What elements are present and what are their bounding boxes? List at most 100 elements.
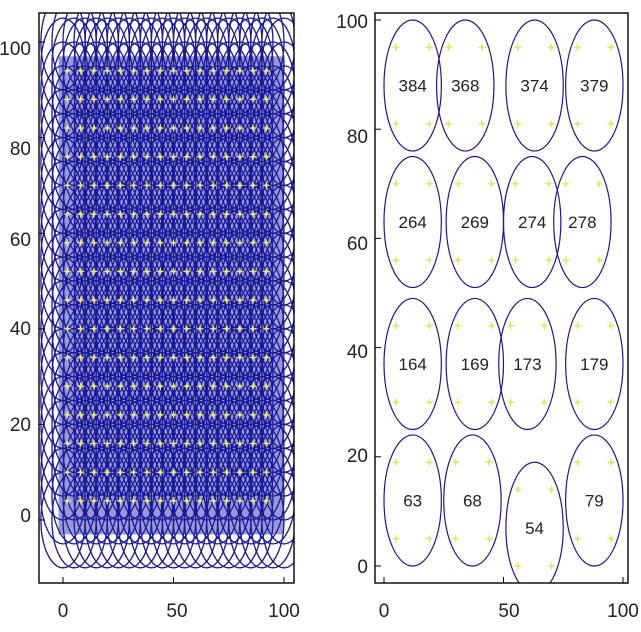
data-point-marker (222, 94, 231, 104)
data-point-marker (102, 496, 112, 506)
data-point-marker (235, 410, 245, 420)
data-point-marker (129, 123, 139, 133)
left-ytick-labels: 0 20 40 60 80 100 (0, 39, 31, 527)
data-point-marker (594, 178, 605, 189)
data-point-marker (606, 533, 616, 544)
data-circle (261, 41, 294, 139)
left-ytick-label: 20 (10, 415, 31, 436)
data-point-marker (208, 180, 218, 190)
data-point-marker (89, 410, 99, 420)
data-point-marker (116, 295, 125, 305)
data-point-marker (235, 324, 245, 334)
data-point-marker (116, 152, 125, 162)
data-point-marker (89, 266, 99, 276)
data-point-marker (261, 180, 271, 190)
left-axes-frame (38, 12, 295, 584)
right-plot-area: 384 368 374 379 264 269 274 278 164 169 173 179 63 68… (383, 19, 624, 583)
data-point-marker (208, 238, 218, 248)
data-point-marker (195, 266, 205, 276)
data-point-marker (116, 410, 125, 420)
data-point-marker (142, 238, 152, 248)
data-circle (261, 13, 294, 91)
data-point-marker (390, 118, 401, 129)
data-point-marker (248, 66, 258, 76)
data-point-marker (453, 320, 464, 331)
data-point-marker (155, 295, 165, 305)
data-point-marker (222, 238, 231, 248)
data-point-marker (512, 484, 523, 495)
data-point-marker (102, 439, 112, 448)
data-point-marker (116, 238, 125, 248)
data-point-marker (116, 123, 125, 133)
data-point-marker (560, 255, 571, 266)
data-point-marker (235, 66, 245, 76)
data-point-marker (505, 397, 516, 408)
cluster-label: 278 (568, 213, 596, 232)
data-point-marker (155, 66, 165, 76)
data-point-marker (62, 381, 72, 391)
cluster-circle (383, 297, 442, 431)
data-point-marker (222, 439, 231, 448)
right-ytick-label: 0 (357, 557, 368, 578)
data-point-marker (89, 353, 99, 362)
data-point-marker (76, 152, 86, 162)
data-point-marker (62, 467, 72, 477)
data-point-marker (76, 439, 86, 448)
data-point-marker (116, 353, 125, 362)
data-point-marker (195, 209, 205, 219)
data-point-marker (89, 439, 99, 448)
data-point-marker (195, 238, 205, 248)
data-point-marker (169, 410, 178, 420)
data-point-marker (62, 295, 72, 305)
data-point-marker (62, 180, 72, 190)
data-point-marker (89, 381, 99, 391)
data-point-marker (195, 410, 205, 420)
data-point-marker (572, 118, 583, 129)
data-point-marker (155, 467, 165, 477)
data-point-marker (155, 94, 165, 104)
data-point-marker (182, 381, 192, 391)
data-point-marker (222, 410, 231, 420)
cluster-circle (565, 19, 624, 152)
data-point-marker (248, 295, 258, 305)
data-point-marker (248, 353, 258, 362)
data-point-marker (486, 397, 497, 408)
data-point-marker (62, 94, 72, 104)
data-point-marker (142, 209, 152, 219)
data-point-marker (169, 66, 178, 76)
cluster-circle (505, 19, 564, 152)
data-point-marker (208, 410, 218, 420)
data-point-marker (222, 295, 231, 305)
data-point-marker (129, 238, 139, 248)
data-point-marker (195, 381, 205, 391)
data-point-marker (155, 180, 165, 190)
left-ytick-label: 0 (20, 506, 31, 527)
data-point-marker (261, 94, 271, 104)
data-point-marker (182, 180, 192, 190)
data-point-marker (155, 496, 165, 506)
data-point-marker (116, 66, 125, 76)
data-point-marker (484, 533, 495, 544)
data-point-marker (424, 255, 435, 266)
data-point-marker (424, 533, 435, 544)
data-point-marker (543, 178, 554, 189)
data-point-marker (155, 381, 165, 391)
data-point-marker (512, 118, 523, 129)
left-xtick-label: 0 (58, 601, 69, 622)
right-xtick-label: 0 (379, 601, 390, 622)
cluster-circle (435, 19, 495, 152)
data-point-marker (62, 238, 72, 248)
data-point-marker (102, 324, 112, 334)
left-chart: 0 20 40 60 80 100 0 50 100 (0, 12, 300, 622)
data-point-marker (116, 209, 125, 219)
data-point-marker (261, 238, 271, 248)
data-point-marker (76, 123, 86, 133)
cluster-label: 169 (461, 355, 489, 374)
data-point-marker (169, 266, 178, 276)
data-point-marker (129, 439, 139, 448)
data-point-marker (195, 66, 205, 76)
data-point-marker (424, 42, 435, 53)
right-tick-marks (375, 19, 624, 583)
data-point-marker (539, 397, 550, 408)
dense-region (58, 56, 284, 535)
